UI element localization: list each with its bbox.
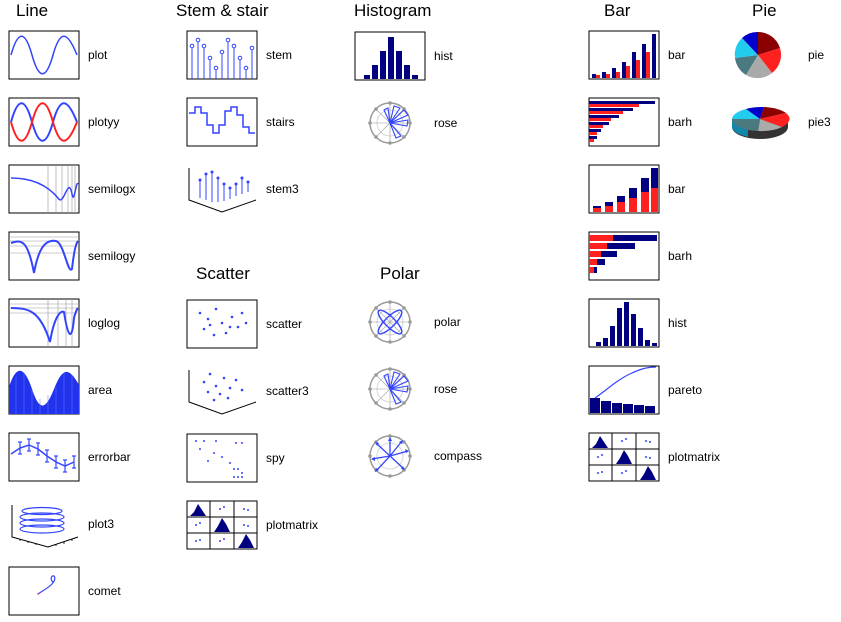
plotyy-item[interactable]: plotyy — [8, 97, 148, 153]
plot3-label: plot3 — [88, 517, 115, 531]
comet-label: comet — [88, 584, 121, 598]
header-pie: Pie — [752, 1, 777, 20]
compass-label: compass — [434, 449, 483, 463]
stem-item[interactable]: stem — [186, 30, 326, 86]
header-line: Line — [16, 1, 49, 20]
stem3-item[interactable]: stem3 — [186, 164, 326, 220]
pie3-label: pie3 — [808, 115, 831, 129]
stem-thumbnail — [186, 30, 258, 80]
hist-item[interactable]: hist — [354, 31, 494, 87]
plot-item[interactable]: plot — [8, 30, 148, 86]
loglog-thumbnail — [8, 298, 80, 348]
stairs-label: stairs — [266, 115, 295, 129]
plotmatrix-label: plotmatrix — [266, 518, 319, 532]
pareto-label: pareto — [668, 383, 703, 397]
pie-item[interactable]: pie — [728, 30, 841, 86]
header-polar: Polar — [380, 264, 420, 283]
pie3-item[interactable]: pie3 — [728, 97, 841, 153]
hist-bar-thumbnail — [588, 298, 660, 348]
area-thumbnail — [8, 365, 80, 415]
plot-thumbnail — [8, 30, 80, 80]
barh-thumbnail-1 — [588, 97, 660, 147]
header-scatter: Scatter — [196, 264, 250, 283]
bar-label-2: bar — [668, 182, 686, 196]
errorbar-label: errorbar — [88, 450, 131, 464]
rose-item[interactable]: rose — [354, 98, 494, 154]
bar-thumbnail-1 — [588, 30, 660, 80]
plot3-thumbnail — [8, 499, 80, 549]
pareto-item[interactable]: pareto — [588, 365, 728, 421]
plotmatrix-bar-thumbnail — [588, 432, 660, 482]
plotmatrix-bar-label: plotmatrix — [668, 450, 721, 464]
semilogx-label: semilogx — [88, 182, 136, 196]
loglog-item[interactable]: loglog — [8, 298, 148, 354]
polar-label: polar — [434, 315, 461, 329]
pareto-thumbnail — [588, 365, 660, 415]
plot3-item[interactable]: plot3 — [8, 499, 148, 555]
scatter-thumbnail — [186, 299, 258, 349]
comet-item[interactable]: comet — [8, 566, 148, 622]
plot-label: plot — [88, 48, 108, 62]
spy-label: spy — [266, 451, 285, 465]
rose-label: rose — [434, 116, 458, 130]
semilogy-thumbnail — [8, 231, 80, 281]
bar-item-1[interactable]: bar — [588, 30, 728, 86]
polar-item[interactable]: polar — [354, 297, 494, 353]
plotmatrix-bar-item[interactable]: plotmatrix — [588, 432, 728, 488]
stem-label: stem — [266, 48, 293, 62]
hist-thumbnail — [354, 31, 426, 81]
spy-thumbnail — [186, 433, 258, 483]
plotyy-label: plotyy — [88, 115, 120, 129]
stairs-item[interactable]: stairs — [186, 97, 326, 153]
semilogy-item[interactable]: semilogy — [8, 231, 148, 287]
plotmatrix-thumbnail — [186, 500, 258, 550]
area-label: area — [88, 383, 113, 397]
rose-polar-thumbnail — [354, 364, 426, 414]
barh-thumbnail-2 — [588, 231, 660, 281]
plotmatrix-item[interactable]: plotmatrix — [186, 500, 326, 556]
stem3-label: stem3 — [266, 182, 299, 196]
semilogy-label: semilogy — [88, 249, 136, 263]
barh-label-1: barh — [668, 115, 693, 129]
scatter-label: scatter — [266, 317, 303, 331]
header-stem-stair: Stem & stair — [176, 1, 269, 20]
area-item[interactable]: area — [8, 365, 148, 421]
pie3-thumbnail — [728, 97, 800, 147]
scatter3-label: scatter3 — [266, 384, 309, 398]
semilogx-thumbnail — [8, 164, 80, 214]
barh-item-2[interactable]: barh — [588, 231, 728, 287]
compass-thumbnail — [354, 431, 426, 481]
stem3-thumbnail — [186, 164, 258, 214]
errorbar-thumbnail — [8, 432, 80, 482]
errorbar-item[interactable]: errorbar — [8, 432, 148, 488]
pie-thumbnail — [728, 30, 800, 80]
rose-thumbnail — [354, 98, 426, 148]
header-bar: Bar — [604, 1, 631, 20]
header-histogram: Histogram — [354, 1, 432, 20]
bar-item-2[interactable]: bar — [588, 164, 728, 220]
rose-polar-label: rose — [434, 382, 458, 396]
semilogx-item[interactable]: semilogx — [8, 164, 148, 220]
stairs-thumbnail — [186, 97, 258, 147]
scatter3-thumbnail — [186, 366, 258, 416]
bar-label-1: bar — [668, 48, 686, 62]
barh-item-1[interactable]: barh — [588, 97, 728, 153]
hist-bar-label: hist — [668, 316, 687, 330]
comet-thumbnail — [8, 566, 80, 616]
rose-polar-item[interactable]: rose — [354, 364, 494, 420]
polar-thumbnail — [354, 297, 426, 347]
bar-thumbnail-2 — [588, 164, 660, 214]
hist-bar-item[interactable]: hist — [588, 298, 728, 354]
plotyy-thumbnail — [8, 97, 80, 147]
hist-label: hist — [434, 49, 453, 63]
barh-label-2: barh — [668, 249, 693, 263]
pie-label: pie — [808, 48, 825, 62]
loglog-label: loglog — [88, 316, 121, 330]
spy-item[interactable]: spy — [186, 433, 326, 489]
scatter3-item[interactable]: scatter3 — [186, 366, 326, 422]
scatter-item[interactable]: scatter — [186, 299, 326, 355]
compass-item[interactable]: compass — [354, 431, 494, 487]
